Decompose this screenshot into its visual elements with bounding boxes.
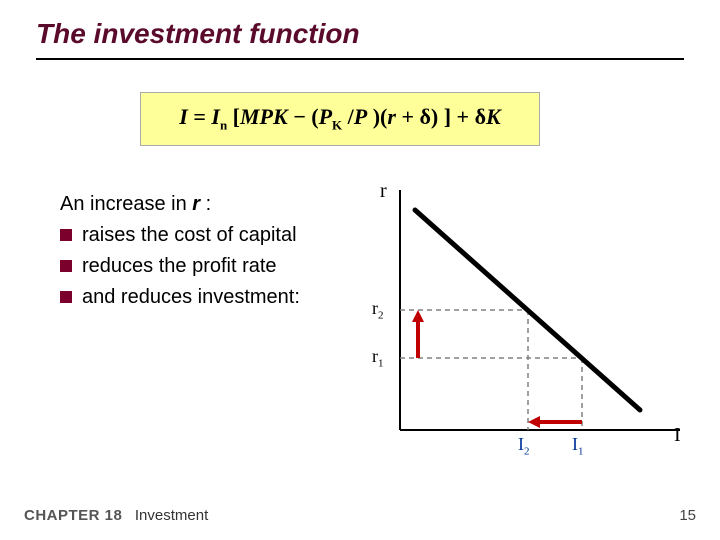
f-r: r (387, 104, 396, 129)
lead-pre: An increase in (60, 193, 192, 215)
f-K: K (486, 104, 501, 129)
I1-sub: 1 (578, 446, 584, 458)
f-MPK: MPK (240, 104, 288, 129)
f-P: P (354, 104, 367, 129)
r1-label: r1 (372, 346, 384, 370)
I2-label: I2 (518, 434, 530, 458)
text-block: An increase in r : raises the cost of ca… (60, 190, 320, 312)
bullet-3-text: and reduces investment: (82, 283, 300, 312)
r2-sub: 2 (378, 310, 384, 322)
investment-chart: r I r2 r1 I2 I1 (360, 180, 700, 460)
bullet-1: raises the cost of capital (60, 221, 320, 250)
f-rb: ) ] + (431, 104, 475, 129)
I1-label: I1 (572, 434, 584, 458)
x-axis-label: I (674, 424, 681, 447)
bullet-icon (60, 291, 72, 303)
bullet-1-text: raises the cost of capital (82, 221, 297, 250)
formula: I = In [MPK − (PK /P )(r + δ) ] + δK (179, 104, 500, 133)
lead-line: An increase in r : (60, 190, 320, 219)
f-plus: + (396, 104, 420, 129)
bullet-icon (60, 260, 72, 272)
lead-post: : (200, 193, 211, 215)
y-axis-label: r (380, 180, 387, 203)
slide-title: The investment function (36, 18, 360, 50)
r2-label: r2 (372, 298, 384, 322)
bullet-2-text: reduces the profit rate (82, 252, 277, 281)
f-In: I (211, 104, 220, 129)
footer-left: CHAPTER 18 Investment (24, 507, 208, 524)
footer-chapter: CHAPTER 18 (24, 507, 122, 524)
bullet-3: and reduces investment: (60, 283, 320, 312)
footer-topic: Investment (135, 507, 208, 524)
bullet-2: reduces the profit rate (60, 252, 320, 281)
chart-svg (360, 180, 700, 460)
f-lb: [ (227, 104, 240, 129)
f-rp: )( (367, 104, 387, 129)
f-d2: δ (475, 104, 486, 129)
footer-page: 15 (679, 507, 696, 524)
title-underline (36, 58, 684, 60)
f-PK: P (319, 104, 332, 129)
lead-r: r (192, 193, 200, 215)
bullet-icon (60, 229, 72, 241)
f-d1: δ (419, 104, 430, 129)
f-eq: = (188, 104, 212, 129)
f-I: I (179, 104, 188, 129)
formula-box: I = In [MPK − (PK /P )(r + δ) ] + δK (140, 92, 540, 146)
I2-sub: 2 (524, 446, 530, 458)
f-PK-sub: K (332, 118, 342, 133)
r1-sub: 1 (378, 358, 384, 370)
f-minus: − ( (288, 104, 319, 129)
f-slash: / (342, 104, 354, 129)
